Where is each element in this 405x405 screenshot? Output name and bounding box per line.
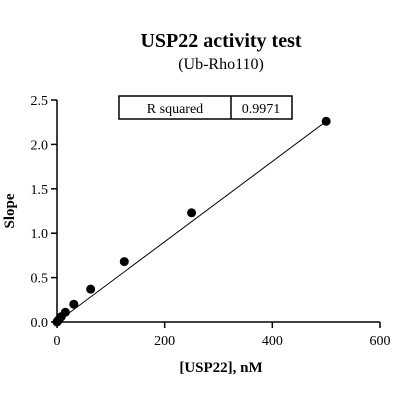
y-axis-ticks: 0.0 0.5 1.0 1.5 2.0 2.5 [31,94,57,331]
data-points [52,116,331,327]
r-squared-value: 0.9971 [242,102,281,117]
y-tick-label: 1.5 [31,183,49,198]
r-squared-box-frame [118,95,293,120]
x-tick-label: 400 [262,334,283,349]
y-axis-label: Slope [2,193,18,228]
y-tick-label: 0.0 [31,316,49,331]
y-tick-label: 0.5 [31,272,49,287]
x-axis-label: [USP22], nM [179,360,262,376]
data-point [69,299,79,309]
data-point [119,257,129,267]
data-point [86,284,96,294]
fit-line [56,120,327,323]
x-axis-ticks: 0 200 400 600 [54,322,391,349]
r-squared-box: R squared 0.9971 [118,95,293,120]
chart-title: USP22 activity test [140,30,301,52]
data-point [60,307,70,317]
x-tick-label: 200 [154,334,175,349]
data-point [321,116,331,126]
data-point [187,208,197,218]
x-tick-label: 600 [370,334,391,349]
r-squared-label: R squared [147,102,203,117]
x-tick-label: 0 [54,334,61,349]
y-tick-label: 2.0 [31,138,49,153]
y-tick-label: 2.5 [31,94,49,109]
chart-subtitle: (Ub-Rho110) [178,56,264,73]
y-tick-label: 1.0 [31,227,49,242]
